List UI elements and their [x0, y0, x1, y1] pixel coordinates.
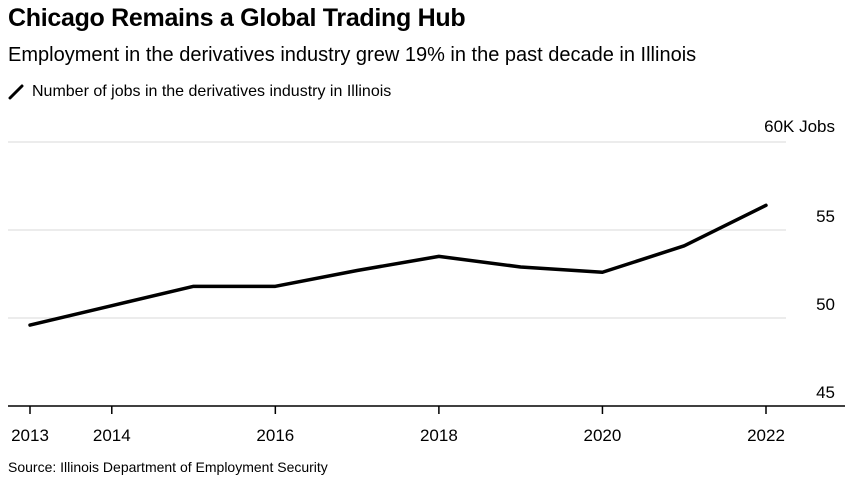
x-tick-label-2020: 2020 — [584, 426, 622, 445]
y-tick-label-50: 50 — [816, 295, 835, 314]
chart-subtitle: Employment in the derivatives industry g… — [8, 44, 697, 66]
x-tick-label-2016: 2016 — [256, 426, 294, 445]
x-tick-label-2022: 2022 — [747, 426, 785, 445]
chart-legend: Number of jobs in the derivatives indust… — [8, 81, 391, 103]
chart-title: Chicago Remains a Global Trading Hub — [8, 4, 466, 32]
x-tick-label-2013: 2013 — [11, 426, 49, 445]
x-tick-label-2018: 2018 — [420, 426, 458, 445]
legend-label: Number of jobs in the derivatives indust… — [32, 83, 392, 100]
x-tick-label-2014: 2014 — [93, 426, 131, 445]
y-tick-label-55: 55 — [816, 207, 835, 226]
y-tick-label-45: 45 — [816, 383, 835, 402]
series-line-0 — [28, 203, 768, 327]
source-note: Source: Illinois Department of Employmen… — [8, 459, 328, 475]
y-tick-label-60: 60K Jobs — [764, 117, 835, 136]
legend-line-swatch — [8, 84, 24, 100]
